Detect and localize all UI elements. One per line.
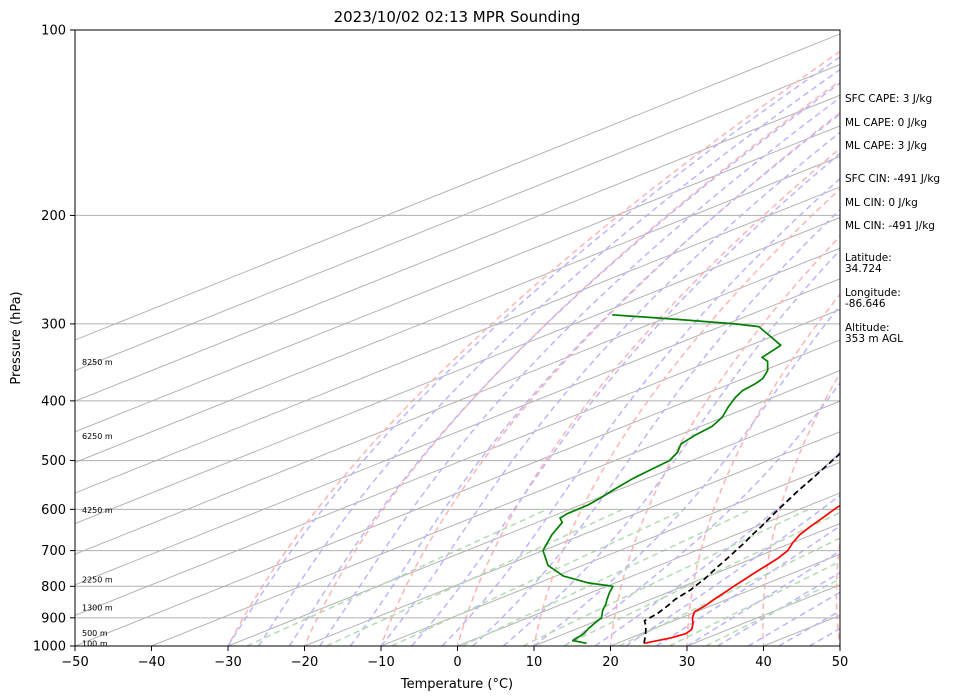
stat-line: ML CIN: -491 J/kg — [845, 220, 935, 232]
isotherm-line — [457, 492, 840, 646]
isotherm-line — [75, 186, 840, 494]
isotherm-line — [75, 33, 840, 341]
x-tick-label: 40 — [755, 655, 772, 670]
stat-value: -86.646 — [845, 298, 886, 310]
mixing-ratio-line — [669, 560, 840, 646]
moist-adiabat-line — [441, 177, 840, 646]
plot-frame — [74, 29, 841, 647]
y-axis-title: Pressure (hPa) — [9, 291, 24, 384]
y-tick-label: 500 — [41, 454, 66, 469]
x-tick-label: −40 — [138, 655, 165, 670]
stat-label: Longitude: — [845, 287, 901, 299]
moist-adiabat-line — [227, 56, 840, 646]
chart-title: 2023/10/02 02:13 MPR Sounding — [334, 8, 581, 26]
isotherm-line — [75, 339, 840, 646]
y-tick-label: 1000 — [33, 640, 66, 655]
stat-line: SFC CIN: -491 J/kg — [845, 173, 940, 185]
y-tick-label: 700 — [41, 544, 66, 559]
dry-adiabat-line — [609, 235, 840, 646]
isotherm-line — [304, 431, 840, 646]
moist-adiabat-line — [288, 82, 840, 646]
isotherm-line — [75, 64, 840, 372]
x-tick-label: −30 — [214, 655, 241, 670]
isotherm-line — [75, 125, 840, 433]
y-tick-label: 600 — [41, 503, 66, 518]
moist-adiabat-line — [380, 131, 840, 646]
dry-adiabat-line — [533, 187, 840, 646]
isotherm-line — [380, 461, 840, 646]
isotherm-line — [75, 247, 840, 555]
background-lines — [75, 33, 840, 646]
y-tick-label: 900 — [41, 611, 66, 626]
x-tick-label: −10 — [367, 655, 394, 670]
stat-value: 34.724 — [845, 263, 882, 275]
dry-adiabat-line — [762, 371, 840, 646]
moist-adiabat-line — [411, 152, 840, 646]
moist-adiabat-line — [686, 550, 840, 646]
dewpoint-profile — [542, 313, 782, 645]
parcel-path — [643, 452, 840, 644]
stat-line: ML CIN: 0 J/kg — [845, 197, 918, 209]
y-tick-label: 200 — [41, 209, 66, 224]
profiles — [542, 313, 840, 645]
moist-adiabat-line — [472, 208, 840, 646]
dry-adiabat-line — [227, 50, 840, 646]
x-tick-label: 0 — [453, 655, 461, 670]
stat-label: Altitude: — [845, 322, 890, 334]
height-label: 4250 m — [82, 506, 113, 515]
y-axis-ticks: 100 200 300 400 500 600 700 800 900 1000 — [33, 24, 75, 655]
y-tick-label: 100 — [41, 24, 66, 39]
stat-value: 353 m AGL — [845, 333, 903, 345]
height-label: 8250 m — [82, 358, 113, 367]
moist-adiabat-line — [564, 381, 840, 646]
moist-adiabat-line — [656, 525, 840, 646]
dry-adiabat-line — [835, 537, 840, 646]
x-tick-label: 30 — [679, 655, 696, 670]
height-label: 6250 m — [82, 432, 113, 441]
height-label: 2250 m — [82, 576, 113, 585]
stat-line: ML CAPE: 3 J/kg — [845, 140, 927, 152]
mixing-ratio-line — [461, 508, 752, 646]
stat-label: Latitude: — [845, 252, 892, 264]
x-tick-label: 50 — [832, 655, 849, 670]
height-label: 100 m — [82, 639, 108, 648]
moist-adiabat-line — [319, 96, 840, 646]
isotherm-line — [227, 400, 840, 646]
y-tick-label: 300 — [41, 317, 66, 332]
moist-adiabat-line — [349, 113, 840, 646]
x-tick-label: −50 — [61, 655, 88, 670]
moist-adiabat-line — [717, 571, 840, 646]
isotherm-line — [533, 523, 840, 646]
mixing-ratio-line — [326, 508, 624, 646]
pressure-gridlines — [75, 214, 840, 619]
y-tick-label: 400 — [41, 394, 66, 409]
isotherm-line — [151, 370, 840, 646]
height-label: 1300 m — [82, 604, 113, 613]
height-label: 500 m — [82, 629, 108, 638]
stats-panel: SFC CAPE: 3 J/kg ML CAPE: 0 J/kg ML CAPE: … — [845, 93, 940, 345]
moist-adiabat-line — [502, 248, 840, 646]
isotherm-line — [75, 308, 840, 616]
dry-adiabat-line — [686, 293, 840, 646]
x-axis-title: Temperature (°C) — [400, 677, 513, 692]
stat-line: SFC CAPE: 3 J/kg — [845, 93, 932, 105]
x-tick-label: −20 — [291, 655, 318, 670]
moist-adiabat-line — [257, 68, 840, 646]
isotherm-line — [75, 94, 840, 402]
isotherm-line — [75, 155, 840, 463]
isotherm-line — [75, 278, 840, 586]
y-tick-label: 800 — [41, 580, 66, 595]
isotherm-line — [75, 217, 840, 525]
stat-line: ML CAPE: 0 J/kg — [845, 117, 927, 129]
x-axis-ticks: −50 −40 −30 −20 −10 0 10 20 30 40 50 — [61, 646, 848, 670]
mixing-ratio-line — [563, 511, 840, 646]
temperature-profile — [643, 504, 840, 645]
moist-adiabat-line — [533, 304, 840, 646]
x-tick-label: 20 — [602, 655, 619, 670]
x-tick-label: 10 — [526, 655, 543, 670]
